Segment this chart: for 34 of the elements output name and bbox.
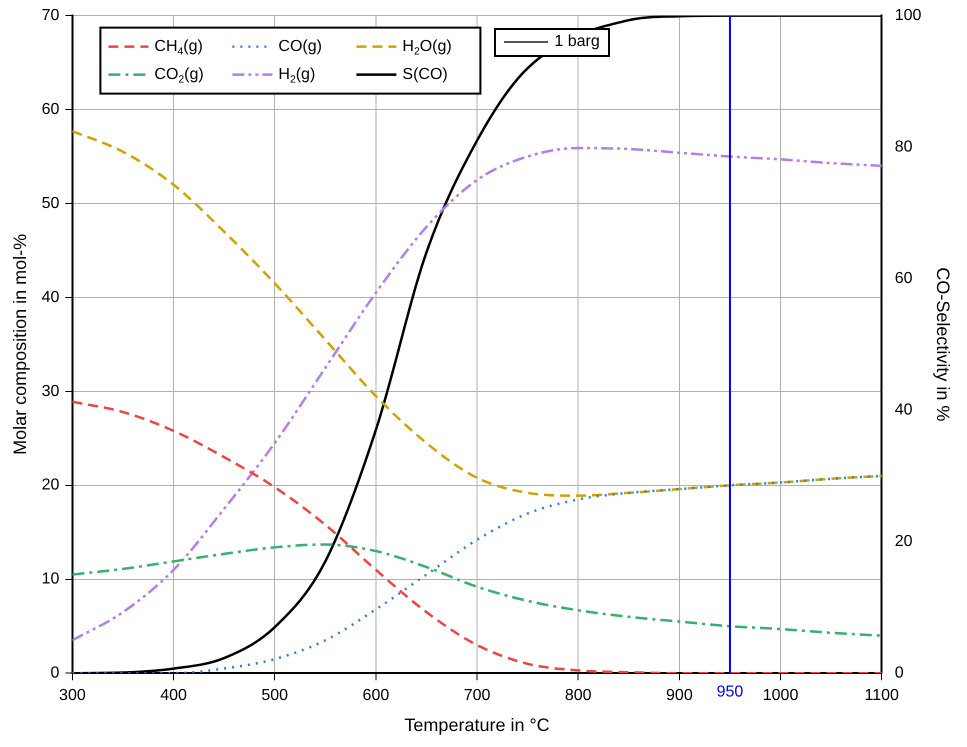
x-tick-label: 700	[464, 687, 490, 704]
y-tick-label: 10	[42, 570, 60, 588]
ref-line-label: 950	[716, 684, 744, 701]
y-tick-label: 0	[50, 664, 60, 682]
x-tick-label: 900	[666, 687, 693, 704]
y2-tick-label: 0	[894, 664, 904, 682]
x-tick-label: 1100	[864, 687, 900, 704]
line-series	[72, 543, 882, 637]
y-axis-title: Molar composition in mol-%	[10, 234, 30, 455]
y-tick-label: 70	[42, 7, 60, 24]
y-tick-label: 30	[42, 382, 60, 400]
legend-label: CO(g)	[278, 38, 322, 56]
y2-tick-label: 20	[894, 533, 913, 550]
x-tick-label: 500	[261, 687, 288, 704]
y-tick-label: 40	[42, 288, 60, 306]
y2-axis-title: CO-Selectivity in %	[933, 267, 954, 422]
legend-box: 1 barg	[494, 28, 610, 57]
y-tick-label: 20	[42, 476, 60, 494]
x-axis-title: Temperature in °C	[404, 715, 550, 736]
line-series	[72, 146, 882, 642]
x-tick-label: 800	[564, 687, 592, 704]
y2-tick-label: 80	[894, 138, 913, 156]
y-tick-label: 50	[42, 194, 60, 212]
x-tick-label: 1000	[762, 687, 798, 704]
y2-tick-label: 100	[894, 7, 922, 24]
x-tick-label: 400	[160, 687, 188, 704]
x-tick-label: 300	[59, 687, 86, 704]
x-tick-label: 600	[362, 687, 390, 704]
legend-title: 1 barg	[554, 33, 600, 52]
y-tick-label: 60	[42, 100, 60, 118]
legend-label: S(CO)	[402, 66, 448, 84]
y2-tick-label: 40	[894, 402, 913, 419]
line-series	[72, 130, 882, 497]
y2-tick-label: 60	[894, 270, 913, 288]
